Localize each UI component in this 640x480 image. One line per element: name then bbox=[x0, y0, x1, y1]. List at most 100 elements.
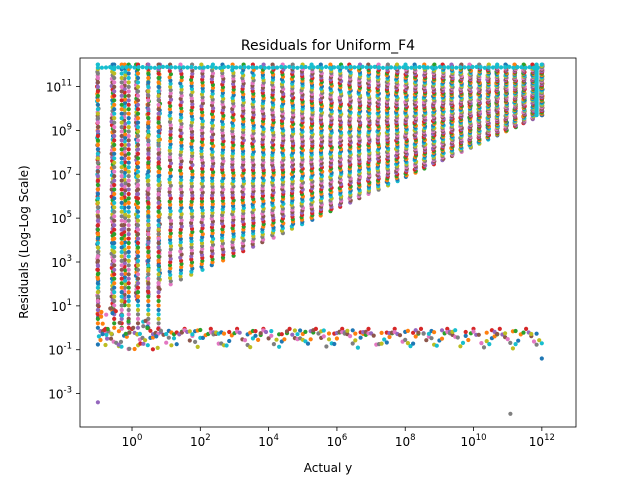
data-point bbox=[411, 330, 416, 335]
data-point bbox=[126, 214, 131, 219]
data-point bbox=[95, 342, 100, 347]
data-point bbox=[146, 290, 151, 295]
data-point bbox=[112, 205, 117, 210]
data-point bbox=[295, 332, 300, 337]
data-point bbox=[146, 111, 151, 116]
x-tick-label: 106 bbox=[327, 433, 348, 449]
data-point bbox=[126, 107, 131, 112]
data-point bbox=[123, 73, 128, 78]
data-point bbox=[189, 245, 194, 250]
data-point bbox=[287, 64, 292, 69]
data-point bbox=[146, 200, 151, 205]
data-point bbox=[104, 332, 109, 337]
data-point bbox=[156, 89, 161, 94]
data-point bbox=[189, 236, 194, 241]
data-point bbox=[222, 64, 227, 70]
data-point bbox=[126, 133, 131, 139]
data-point bbox=[168, 145, 173, 150]
data-point bbox=[95, 227, 100, 232]
data-point bbox=[119, 223, 124, 228]
data-point bbox=[95, 223, 100, 228]
data-point bbox=[95, 267, 100, 272]
data-point bbox=[481, 345, 487, 350]
data-point bbox=[140, 65, 145, 70]
data-point bbox=[484, 330, 489, 335]
data-point bbox=[503, 331, 508, 336]
data-point bbox=[326, 331, 332, 336]
data-point bbox=[116, 329, 121, 334]
data-point bbox=[146, 205, 151, 210]
data-point bbox=[135, 236, 141, 241]
data-point bbox=[197, 65, 202, 70]
data-point bbox=[382, 337, 387, 342]
data-point bbox=[119, 245, 124, 250]
data-point bbox=[158, 328, 163, 333]
data-point bbox=[531, 339, 537, 344]
data-point bbox=[199, 107, 204, 112]
data-point bbox=[474, 64, 479, 69]
data-point bbox=[168, 123, 173, 128]
data-point bbox=[189, 272, 194, 277]
data-point bbox=[205, 64, 210, 70]
data-point bbox=[156, 303, 161, 308]
data-point bbox=[95, 138, 100, 143]
data-point bbox=[156, 138, 161, 143]
y-tick-label: 109 bbox=[51, 122, 72, 138]
data-point bbox=[95, 75, 100, 81]
data-point bbox=[189, 126, 194, 131]
data-point bbox=[119, 147, 124, 152]
data-point bbox=[168, 231, 173, 236]
data-point bbox=[167, 154, 172, 160]
data-point bbox=[150, 347, 155, 352]
data-point bbox=[156, 102, 161, 107]
data-point bbox=[200, 211, 205, 216]
data-point bbox=[287, 326, 292, 331]
data-point bbox=[167, 269, 172, 274]
data-point bbox=[200, 246, 205, 252]
data-point bbox=[95, 321, 100, 326]
data-point bbox=[156, 223, 161, 228]
data-point bbox=[98, 337, 103, 343]
data-point bbox=[156, 133, 161, 139]
data-point bbox=[135, 102, 141, 107]
data-point bbox=[123, 181, 128, 186]
data-point bbox=[135, 325, 141, 330]
data-point bbox=[126, 169, 131, 174]
data-point bbox=[112, 65, 117, 70]
data-point bbox=[119, 138, 124, 143]
data-point bbox=[178, 187, 183, 192]
data-point bbox=[258, 331, 263, 336]
y-tick-label: 103 bbox=[51, 254, 72, 270]
data-point bbox=[380, 65, 386, 70]
data-point bbox=[168, 138, 173, 144]
data-point bbox=[425, 65, 430, 70]
data-point bbox=[126, 71, 131, 76]
data-point bbox=[156, 200, 161, 205]
data-point bbox=[179, 264, 184, 270]
data-point bbox=[143, 338, 148, 343]
data-point bbox=[413, 65, 418, 70]
data-point bbox=[403, 337, 408, 342]
data-point bbox=[167, 205, 173, 210]
data-point bbox=[178, 274, 183, 279]
data-point bbox=[178, 152, 183, 157]
data-point bbox=[189, 257, 194, 262]
data-point bbox=[123, 142, 128, 147]
data-point bbox=[156, 298, 161, 304]
data-point bbox=[190, 105, 195, 110]
data-point bbox=[439, 328, 445, 333]
data-point bbox=[189, 144, 194, 149]
data-point bbox=[262, 65, 267, 70]
data-point bbox=[190, 102, 195, 107]
data-point bbox=[209, 64, 214, 69]
data-point bbox=[135, 133, 141, 139]
data-point bbox=[127, 346, 132, 351]
data-point bbox=[290, 332, 295, 337]
data-point bbox=[95, 240, 100, 246]
data-point bbox=[112, 316, 117, 321]
data-point bbox=[462, 65, 467, 70]
data-point bbox=[95, 93, 100, 98]
data-point bbox=[146, 133, 151, 139]
data-point bbox=[394, 62, 400, 67]
